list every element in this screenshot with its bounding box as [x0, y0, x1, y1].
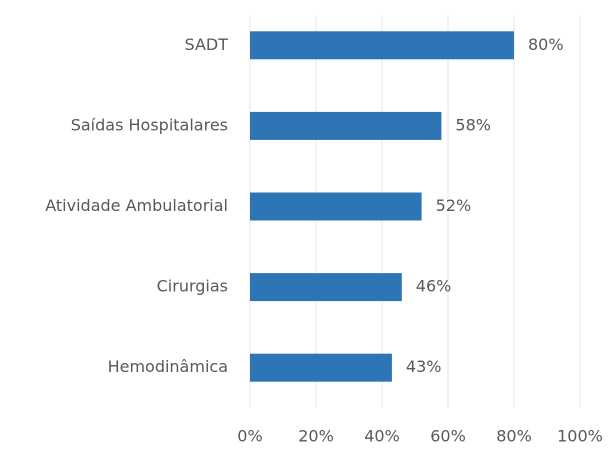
- x-tick-label: 0%: [237, 427, 262, 446]
- y-tick-label: Saídas Hospitalares: [71, 115, 228, 134]
- y-tick-label: Atividade Ambulatorial: [45, 196, 228, 215]
- bar: [250, 273, 402, 302]
- x-tick-label: 80%: [496, 427, 532, 446]
- data-label: 80%: [528, 35, 564, 54]
- data-label: 58%: [455, 115, 491, 134]
- x-tick-label: 60%: [430, 427, 466, 446]
- x-tick-label: 20%: [298, 427, 334, 446]
- data-label: 46%: [416, 277, 452, 296]
- x-tick-label: 40%: [364, 427, 400, 446]
- bar: [250, 31, 514, 60]
- data-label: 52%: [436, 196, 472, 215]
- bar: [250, 192, 422, 221]
- x-tick-label: 100%: [557, 427, 603, 446]
- y-tick-label: SADT: [185, 35, 229, 54]
- y-tick-label: Cirurgias: [157, 277, 228, 296]
- y-tick-label: Hemodinâmica: [108, 357, 228, 376]
- bar: [250, 353, 392, 382]
- bar: [250, 111, 442, 140]
- data-label: 43%: [406, 357, 442, 376]
